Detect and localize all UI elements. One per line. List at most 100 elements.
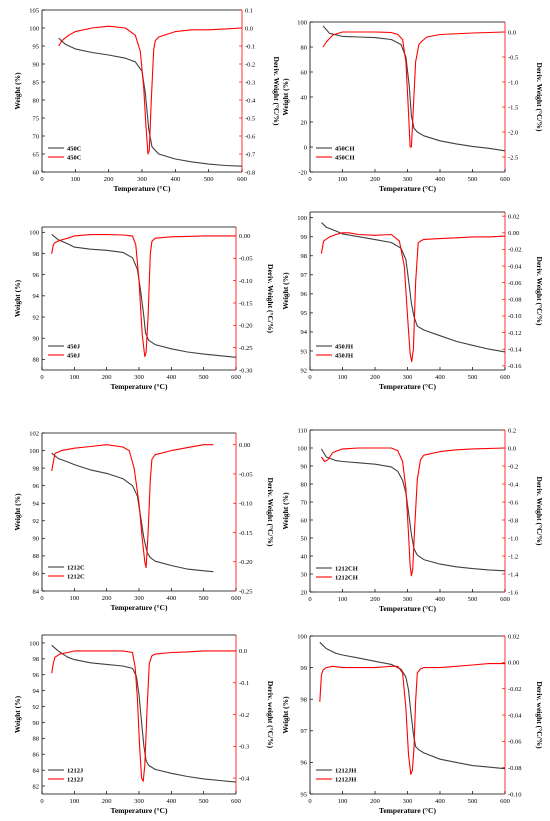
- y-right-tick-label: -0.25: [239, 588, 253, 595]
- y-right-tick-label: -0.04: [508, 263, 522, 270]
- y-left-tick-label: 99: [301, 234, 308, 241]
- y-right-tick-label: -0.6: [508, 499, 519, 506]
- y-right-tick-label: -1.6: [508, 589, 519, 596]
- x-tick-label: 300: [403, 374, 413, 381]
- y-left-tick-label: 80: [301, 481, 308, 488]
- legend-entry: 1212J: [67, 776, 84, 783]
- y-left-tick-label: 100: [297, 445, 307, 452]
- y-right-axis-label: Deriv. weight (°C/%): [266, 681, 275, 749]
- x-tick-label: 400: [166, 374, 176, 381]
- y-left-tick-label: 75: [33, 115, 40, 122]
- x-tick-label: 500: [468, 798, 478, 805]
- y-right-tick-label: 0.0: [508, 445, 516, 452]
- y-left-tick-label: 40: [301, 94, 308, 101]
- y-left-tick-label: 84: [33, 767, 40, 774]
- legend-entry: 450C: [67, 154, 82, 161]
- x-tick-label: 200: [370, 596, 380, 603]
- y-right-tick-label: 0.02: [508, 633, 519, 640]
- y-right-tick-label: -0.02: [508, 247, 522, 254]
- y-right-tick-label: -0.2: [239, 712, 249, 719]
- y-left-tick-label: 92: [33, 314, 40, 321]
- y-left-tick-label: 60: [33, 169, 40, 176]
- x-axis-label: Temperature (°C): [379, 604, 436, 613]
- x-tick-label: 600: [500, 176, 510, 183]
- y-left-tick-label: 60: [301, 517, 308, 524]
- y-left-tick-label: 70: [33, 133, 40, 140]
- y-right-tick-label: -0.15: [239, 300, 253, 307]
- y-right-tick-label: -1.0: [508, 79, 518, 86]
- y-right-tick-label: -0.2: [245, 61, 255, 68]
- x-tick-label: 0: [308, 596, 311, 603]
- legend-entry: 1212CH: [335, 565, 358, 572]
- y-left-tick-label: 100: [29, 640, 39, 647]
- y-right-tick-label: -0.04: [508, 712, 522, 719]
- legend-entry: 450JH: [335, 343, 353, 350]
- y-left-tick-label: 80: [301, 44, 308, 51]
- y-right-tick-label: -0.8: [245, 169, 255, 176]
- y-left-axis-label: Weight (%): [13, 72, 22, 110]
- y-left-tick-label: 86: [33, 571, 40, 578]
- y-right-tick-label: -0.10: [239, 278, 253, 285]
- y-left-tick-label: 90: [33, 61, 40, 68]
- deriv-series-line: [320, 232, 506, 363]
- x-tick-label: 0: [40, 374, 43, 381]
- y-right-tick-label: -0.14: [508, 347, 522, 354]
- y-right-axis-label: Deriv. Weight (°C/%): [266, 264, 275, 333]
- x-tick-label: 0: [40, 595, 43, 602]
- legend-entry: 450JH: [335, 352, 353, 359]
- legend-entry: 1212JH: [335, 776, 356, 783]
- x-tick-label: 100: [338, 798, 348, 805]
- y-right-tick-label: 0.1: [245, 7, 253, 14]
- x-tick-label: 100: [69, 374, 79, 381]
- x-tick-label: 500: [199, 595, 209, 602]
- x-tick-label: 100: [338, 596, 348, 603]
- x-tick-label: 600: [500, 596, 510, 603]
- y-left-axis-label: Weight (%): [281, 492, 290, 530]
- x-axis-label: Temperature (°C): [379, 806, 436, 815]
- y-left-axis-label: Weight (%): [13, 493, 22, 531]
- x-tick-label: 300: [403, 798, 413, 805]
- y-left-axis-label: Weight (%): [281, 272, 290, 310]
- x-tick-label: 500: [468, 176, 478, 183]
- y-left-tick-label: 105: [29, 7, 39, 14]
- y-left-tick-label: 97: [301, 728, 308, 735]
- y-left-tick-label: 94: [33, 293, 40, 300]
- y-left-tick-label: 90: [301, 463, 308, 470]
- y-right-tick-label: 0.0: [239, 648, 247, 655]
- deriv-series-line: [51, 234, 236, 358]
- y-right-tick-label: -0.06: [508, 280, 522, 287]
- y-right-tick-label: -0.4: [239, 775, 250, 782]
- y-right-tick-label: -2.5: [508, 154, 518, 161]
- y-left-tick-label: 102: [29, 430, 39, 437]
- x-tick-label: 0: [40, 176, 43, 183]
- legend-entry: 1212C: [67, 564, 85, 571]
- y-right-tick-label: -0.10: [508, 313, 522, 320]
- y-left-tick-label: 20: [301, 119, 308, 126]
- y-right-axis-label: Deriv. Weight (°C/%): [535, 477, 544, 546]
- legend-entry: 450C: [67, 145, 82, 152]
- x-tick-label: 400: [435, 596, 445, 603]
- y-right-tick-label: -1.0: [508, 535, 518, 542]
- x-tick-label: 0: [308, 798, 311, 805]
- y-left-axis-label: Weight (%): [281, 696, 290, 734]
- y-right-tick-label: -0.2: [508, 463, 518, 470]
- y-right-axis-label: Deriv. Weight (°C/%): [272, 57, 281, 126]
- y-left-tick-label: 96: [301, 760, 308, 767]
- y-right-tick-label: -0.4: [245, 97, 256, 104]
- y-left-tick-label: 90: [33, 536, 40, 543]
- y-right-tick-label: -0.25: [239, 345, 253, 352]
- y-left-tick-label: 94: [33, 501, 40, 508]
- x-tick-label: 400: [170, 176, 180, 183]
- y-left-tick-label: 100: [29, 448, 39, 455]
- x-tick-label: 500: [204, 176, 214, 183]
- x-tick-label: 100: [70, 176, 80, 183]
- y-left-tick-label: 100: [297, 215, 307, 222]
- y-right-tick-label: -0.20: [239, 323, 253, 330]
- y-left-axis-label: Weight (%): [281, 78, 290, 116]
- y-right-tick-label: -0.05: [239, 256, 253, 263]
- y-left-axis-label: Weight (%): [13, 695, 22, 733]
- x-tick-label: 200: [370, 374, 380, 381]
- deriv-series-line: [51, 444, 214, 569]
- weight-series-line: [320, 448, 506, 572]
- y-right-tick-label: -0.6: [245, 133, 256, 140]
